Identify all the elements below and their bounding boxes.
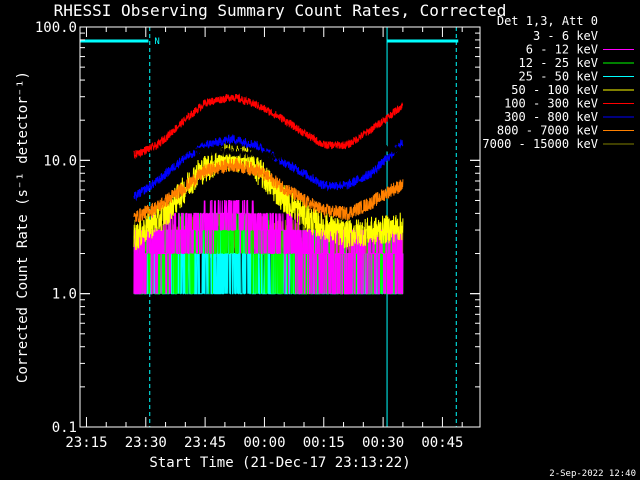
x-axis-ticks: 23:15 23:30 23:45 00:00 00:15 00:30 00:45 <box>65 27 464 451</box>
series-layer <box>133 93 404 295</box>
legend-entry-label: 12 - 25 keV <box>519 56 598 70</box>
plot-frame <box>79 26 481 428</box>
y-axis-ticks: 0.1 1.0 10.0 100.0 <box>35 20 480 436</box>
y-tick-label: 100.0 <box>35 20 77 36</box>
x-tick-label: 00:00 <box>243 435 285 451</box>
x-tick-label: 23:15 <box>65 435 107 451</box>
y-axis-label: Corrected Count Rate (s⁻¹ detector⁻¹) <box>15 71 31 383</box>
legend-entry-label: 300 - 800 keV <box>504 110 598 124</box>
legend-entry-label: 7000 - 15000 keV <box>482 137 598 151</box>
legend-entry-label: 800 - 7000 keV <box>497 124 598 138</box>
generation-timestamp: 2-Sep-2022 12:40 <box>549 469 636 479</box>
night-marker-label: N <box>154 37 159 47</box>
x-tick-label: 00:45 <box>421 435 463 451</box>
y-tick-label: 10.0 <box>43 153 77 169</box>
x-tick-label: 00:30 <box>362 435 404 451</box>
legend-entry-label: 3 - 6 keV <box>533 29 598 43</box>
legend-entry-label: 6 - 12 keV <box>526 43 598 57</box>
y-tick-label: 0.1 <box>52 420 77 436</box>
series-line-800to7000keV <box>133 156 404 223</box>
chart-title: RHESSI Observing Summary Count Rates, Co… <box>54 1 507 20</box>
plot-area: N 23:15 23:30 23:45 00:00 00:15 00:30 00:45 0.… <box>35 20 481 451</box>
series-line-3to6keV <box>133 144 404 163</box>
legend-entry-label: 50 - 100 keV <box>511 83 598 97</box>
legend-entry-label: 25 - 50 keV <box>519 70 598 84</box>
y-tick-label: 1.0 <box>52 287 77 303</box>
x-tick-label: 00:15 <box>303 435 345 451</box>
legend-entry-label: 100 - 300 keV <box>504 97 598 111</box>
x-tick-label: 23:30 <box>125 435 167 451</box>
series-line-6to12keV <box>133 200 404 295</box>
x-axis-label: Start Time (21-Dec-17 23:13:22) <box>149 455 410 471</box>
x-tick-label: 23:45 <box>184 435 226 451</box>
legend-title: Det 1,3, Att 0 <box>497 14 598 28</box>
series-line-100to300keV <box>133 93 404 160</box>
